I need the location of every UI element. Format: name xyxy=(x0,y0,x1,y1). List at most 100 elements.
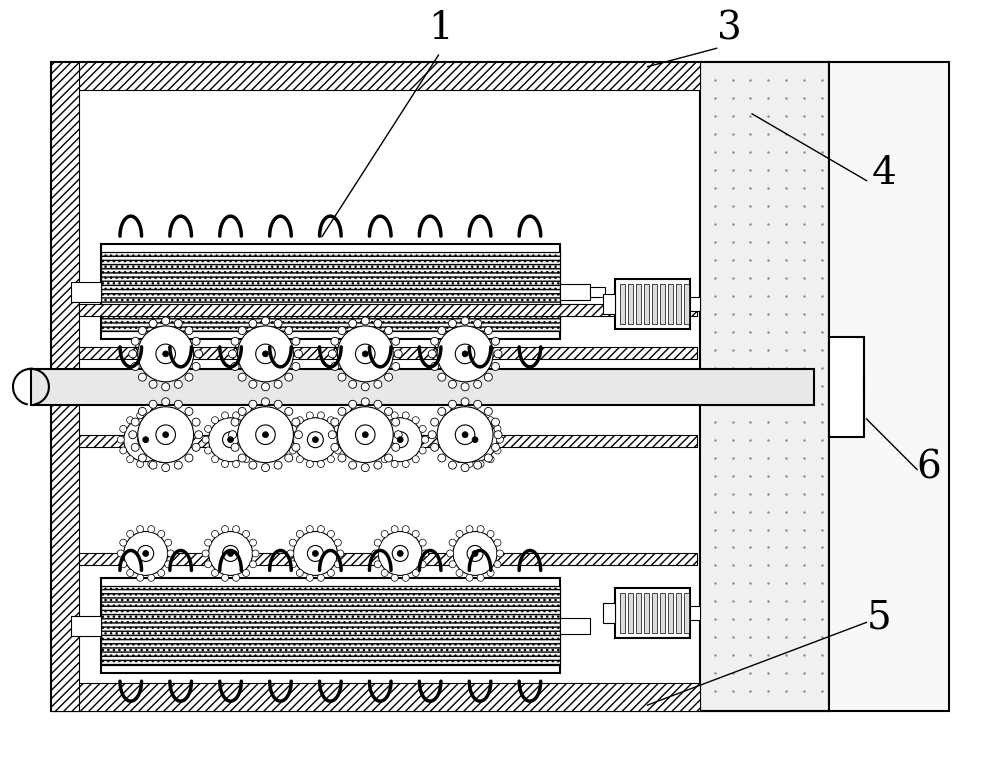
Circle shape xyxy=(374,539,381,546)
Circle shape xyxy=(372,437,379,443)
Circle shape xyxy=(361,317,369,325)
Circle shape xyxy=(138,407,194,462)
Circle shape xyxy=(174,380,182,388)
Circle shape xyxy=(447,437,454,443)
Circle shape xyxy=(250,447,257,454)
Circle shape xyxy=(349,319,357,327)
Bar xyxy=(644,284,649,324)
Circle shape xyxy=(274,380,282,388)
Circle shape xyxy=(306,574,313,581)
Circle shape xyxy=(148,526,155,533)
Bar xyxy=(603,294,615,314)
Circle shape xyxy=(222,412,228,419)
Circle shape xyxy=(497,437,503,443)
Bar xyxy=(615,279,690,329)
Circle shape xyxy=(334,447,341,454)
Text: 3: 3 xyxy=(717,10,742,48)
Circle shape xyxy=(165,539,172,546)
Circle shape xyxy=(137,461,144,468)
Circle shape xyxy=(362,432,368,437)
Circle shape xyxy=(238,373,246,381)
Circle shape xyxy=(492,362,499,370)
Bar xyxy=(676,594,681,633)
Circle shape xyxy=(337,407,393,462)
Circle shape xyxy=(262,432,268,437)
Bar xyxy=(51,62,829,711)
Circle shape xyxy=(334,539,341,546)
Circle shape xyxy=(292,337,300,345)
Circle shape xyxy=(378,418,422,462)
Bar xyxy=(79,304,697,316)
Circle shape xyxy=(412,455,419,462)
Circle shape xyxy=(338,408,346,415)
Bar xyxy=(101,252,560,331)
Circle shape xyxy=(158,455,165,462)
Circle shape xyxy=(250,426,257,433)
Circle shape xyxy=(127,569,134,576)
Circle shape xyxy=(331,362,339,370)
Bar xyxy=(644,594,649,633)
Circle shape xyxy=(337,437,344,443)
Bar xyxy=(51,62,79,711)
Circle shape xyxy=(327,569,334,576)
Circle shape xyxy=(231,444,239,451)
Circle shape xyxy=(131,444,139,451)
Circle shape xyxy=(165,447,172,454)
Circle shape xyxy=(158,569,165,576)
Bar xyxy=(603,604,615,623)
Bar xyxy=(652,594,657,633)
Circle shape xyxy=(238,407,293,462)
Circle shape xyxy=(289,539,296,546)
Bar xyxy=(620,284,625,324)
Circle shape xyxy=(209,418,253,462)
Circle shape xyxy=(148,574,155,581)
Circle shape xyxy=(437,326,493,382)
Circle shape xyxy=(211,569,218,576)
Circle shape xyxy=(209,532,253,576)
Circle shape xyxy=(138,326,146,334)
Bar xyxy=(690,606,700,620)
Circle shape xyxy=(449,447,456,454)
Bar xyxy=(79,554,697,565)
Circle shape xyxy=(312,551,318,556)
Text: 1: 1 xyxy=(428,10,452,48)
Circle shape xyxy=(158,417,165,423)
Circle shape xyxy=(296,455,303,462)
Circle shape xyxy=(228,551,234,556)
Circle shape xyxy=(497,550,503,557)
Circle shape xyxy=(156,344,175,364)
Circle shape xyxy=(261,464,269,472)
Circle shape xyxy=(374,426,381,433)
Circle shape xyxy=(448,401,456,408)
Circle shape xyxy=(374,401,382,408)
Circle shape xyxy=(262,351,268,357)
Circle shape xyxy=(202,550,209,557)
Circle shape xyxy=(120,539,127,546)
Circle shape xyxy=(149,319,157,327)
Circle shape xyxy=(392,418,400,426)
Circle shape xyxy=(477,526,484,533)
Circle shape xyxy=(374,561,381,568)
Circle shape xyxy=(138,408,146,415)
Circle shape xyxy=(243,569,250,576)
Circle shape xyxy=(391,526,398,533)
Circle shape xyxy=(467,432,483,448)
Circle shape xyxy=(185,373,193,381)
Circle shape xyxy=(211,530,218,537)
Circle shape xyxy=(222,526,228,533)
Circle shape xyxy=(402,461,409,468)
Circle shape xyxy=(165,561,172,568)
Circle shape xyxy=(261,398,269,406)
Circle shape xyxy=(419,561,426,568)
Circle shape xyxy=(162,317,170,325)
Circle shape xyxy=(461,464,469,472)
Circle shape xyxy=(328,430,336,439)
Circle shape xyxy=(249,401,257,408)
Bar xyxy=(71,616,101,637)
Circle shape xyxy=(455,344,475,364)
Circle shape xyxy=(334,561,341,568)
Circle shape xyxy=(487,530,494,537)
Circle shape xyxy=(287,550,294,557)
Bar xyxy=(628,594,633,633)
Circle shape xyxy=(120,561,127,568)
